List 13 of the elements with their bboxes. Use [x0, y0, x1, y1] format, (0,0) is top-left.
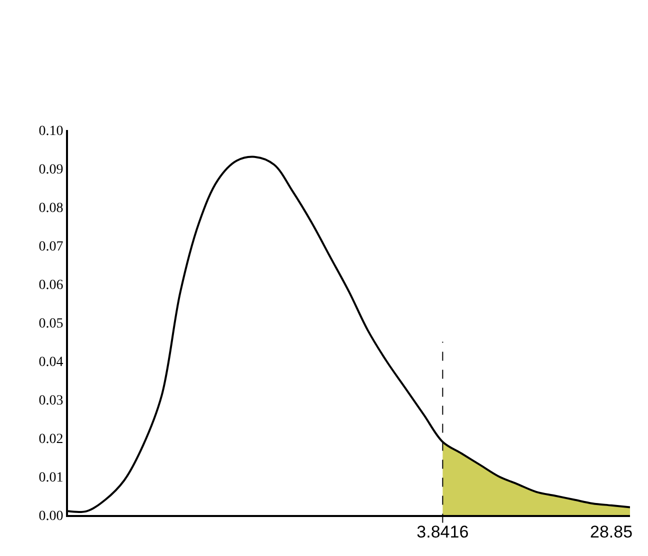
x-tick-label: 3.8416	[416, 522, 469, 542]
y-tick-label: 0.02	[38, 432, 64, 447]
y-tick-label: 0.04	[38, 354, 64, 370]
y-tick-label: 0.08	[38, 200, 64, 216]
y-tick-label: 0.07	[38, 239, 64, 254]
y-tick-label: 0.05	[38, 316, 64, 332]
x-tick-label: 28.85	[590, 522, 633, 542]
y-tick-label: 0.06	[38, 278, 64, 293]
y-tick-label: 0.09	[38, 162, 64, 178]
y-tick-label: 0.03	[38, 393, 64, 408]
y-tick-label: 0.10	[38, 124, 64, 139]
y-tick-label: 0.00	[38, 508, 64, 524]
y-tick-label: 0.01	[38, 470, 64, 486]
